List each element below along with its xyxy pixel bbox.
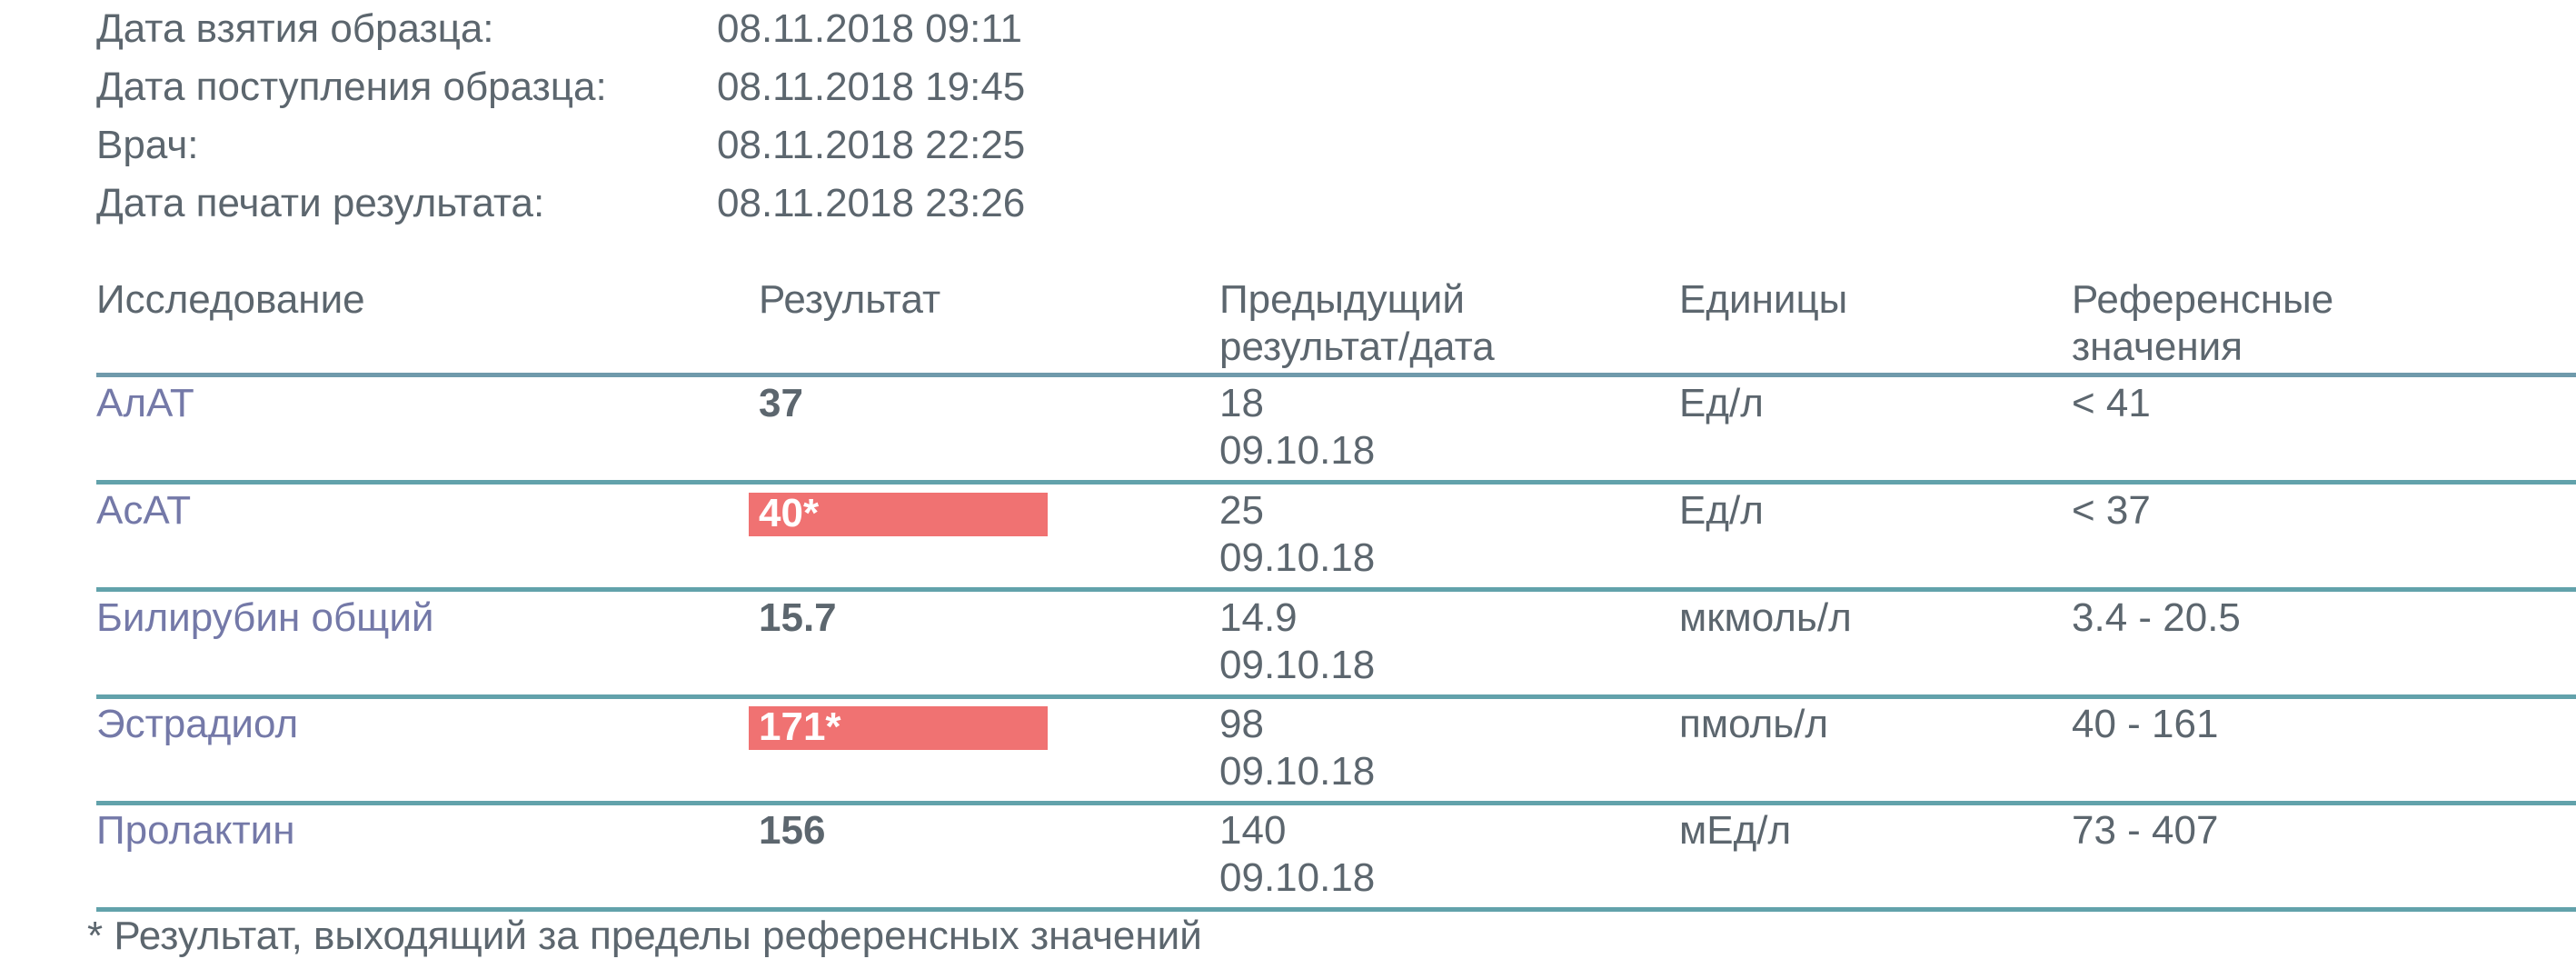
previous-date: 09.10.18: [1219, 535, 1376, 580]
previous-value: 18: [1219, 381, 1264, 425]
previous-result: 18 09.10.18: [1219, 380, 1375, 475]
previous-value: 140: [1219, 808, 1287, 853]
units: Ед/л: [1679, 488, 1764, 533]
reference-range: < 37: [2072, 488, 2151, 533]
footnote: * Результат, выходящий за пределы рефере…: [87, 914, 1202, 958]
meta-label: Дата печати результата:: [96, 181, 545, 225]
previous-result: 98 09.10.18: [1219, 701, 1375, 795]
header-previous: Предыдущий результат/дата: [1219, 277, 1495, 369]
previous-result: 140 09.10.18: [1219, 807, 1375, 902]
test-name: АсАТ: [96, 488, 192, 533]
reference-range: 73 - 407: [2072, 808, 2219, 853]
result-value-flagged: 171*: [749, 706, 1048, 750]
table-row: АлАТ 37 18 09.10.18 Ед/л < 41: [0, 375, 2576, 481]
reference-range: < 41: [2072, 381, 2151, 425]
divider: [96, 694, 2576, 699]
result-value-flagged: 40*: [749, 493, 1048, 536]
divider: [96, 373, 2576, 377]
table-row: Пролактин 156 140 09.10.18 мЕд/л 73 - 407: [0, 802, 2576, 908]
meta-label: Дата поступления образца:: [96, 65, 607, 109]
table-row: Билирубин общий 15.7 14.9 09.10.18 мкмоль/л 3…: [0, 589, 2576, 695]
header-result: Результат: [759, 277, 941, 322]
test-name: Эстрадиол: [96, 702, 299, 746]
meta-value: 08.11.2018 23:26: [717, 181, 1026, 225]
previous-value: 14.9: [1219, 595, 1298, 640]
divider: [96, 801, 2576, 805]
units: мЕд/л: [1679, 808, 1792, 853]
header-reference: Референсные значения: [2072, 277, 2334, 369]
table-row: АсАТ 40* 25 09.10.18 Ед/л < 37: [0, 482, 2576, 588]
previous-date: 09.10.18: [1219, 428, 1376, 473]
previous-date: 09.10.18: [1219, 855, 1376, 900]
units: Ед/л: [1679, 381, 1764, 425]
meta-label: Врач:: [96, 123, 199, 167]
previous-result: 25 09.10.18: [1219, 487, 1375, 582]
result-value: 15.7: [759, 595, 837, 640]
result-value: 37: [759, 381, 803, 425]
reference-range: 40 - 161: [2072, 702, 2219, 746]
units: мкмоль/л: [1679, 595, 1852, 640]
previous-value: 98: [1219, 702, 1264, 746]
result-value: 156: [759, 808, 826, 853]
previous-result: 14.9 09.10.18: [1219, 594, 1375, 689]
header-test: Исследование: [96, 277, 365, 322]
previous-date: 09.10.18: [1219, 749, 1376, 794]
test-name: Пролактин: [96, 808, 295, 853]
table-row: Эстрадиол 171* 98 09.10.18 пмоль/л 40 - 161: [0, 695, 2576, 802]
reference-range: 3.4 - 20.5: [2072, 595, 2241, 640]
divider: [96, 907, 2576, 912]
header-units: Единицы: [1679, 277, 1848, 322]
previous-value: 25: [1219, 488, 1264, 533]
units: пмоль/л: [1679, 702, 1829, 746]
test-name: Билирубин общий: [96, 595, 434, 640]
meta-label: Дата взятия образца:: [96, 6, 494, 51]
meta-value: 08.11.2018 09:11: [717, 6, 1023, 51]
previous-date: 09.10.18: [1219, 643, 1376, 687]
meta-value: 08.11.2018 19:45: [717, 65, 1026, 109]
test-name: АлАТ: [96, 381, 194, 425]
divider: [96, 480, 2576, 484]
meta-value: 08.11.2018 22:25: [717, 123, 1026, 167]
divider: [96, 587, 2576, 592]
